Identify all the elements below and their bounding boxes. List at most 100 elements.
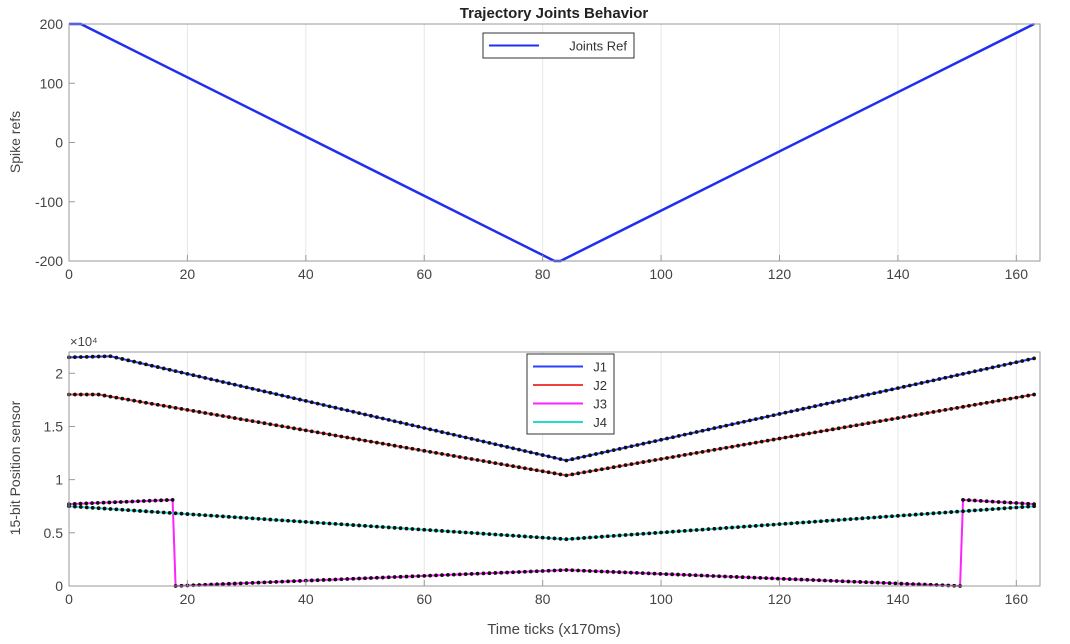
- data-point: [215, 582, 219, 587]
- data-point: [558, 568, 563, 573]
- data-point: [605, 466, 610, 471]
- legend-label: J2: [593, 378, 607, 393]
- data-point: [919, 512, 924, 517]
- data-point: [404, 526, 409, 531]
- data-point: [665, 530, 669, 535]
- data-point: [747, 418, 752, 423]
- top-legend: Joints Ref: [482, 32, 635, 59]
- data-point: [564, 458, 569, 463]
- data-point: [108, 507, 113, 511]
- data-point: [215, 378, 219, 383]
- data-point: [416, 424, 421, 429]
- bottom-axes-box: [68, 351, 1041, 587]
- data-point: [842, 517, 847, 522]
- data-point: [700, 527, 705, 532]
- data-point: [147, 498, 152, 503]
- data-point: [1026, 357, 1031, 362]
- data-point: [90, 392, 95, 397]
- data-point: [817, 578, 821, 583]
- data-point: [522, 534, 527, 539]
- data-point: [978, 499, 983, 503]
- data-point: [327, 432, 332, 437]
- data-point: [629, 462, 634, 467]
- data-point: [805, 577, 810, 582]
- legend-label: J3: [593, 397, 607, 412]
- data-point: [901, 415, 906, 419]
- data-point: [665, 436, 669, 441]
- data-point: [1002, 362, 1007, 367]
- data-point: [641, 441, 646, 446]
- data-point: [386, 575, 391, 580]
- data-point: [582, 536, 587, 540]
- data-point: [309, 400, 314, 405]
- data-point: [469, 531, 474, 535]
- data-point: [197, 410, 202, 414]
- data-point: [232, 515, 237, 520]
- data-point: [730, 422, 735, 427]
- data-point: [599, 534, 604, 539]
- data-point: [321, 521, 326, 526]
- data-point: [96, 506, 101, 511]
- data-point: [286, 518, 290, 523]
- data-point: [830, 427, 835, 432]
- data-point: [671, 435, 675, 440]
- data-point: [866, 392, 871, 397]
- data-point: [298, 579, 302, 583]
- data-point: [840, 579, 845, 584]
- data-point: [830, 400, 835, 405]
- data-point: [1008, 396, 1013, 401]
- data-point: [102, 354, 107, 359]
- data-point: [647, 531, 652, 536]
- top-plot-area: [69, 24, 1040, 261]
- data-point: [605, 534, 610, 539]
- data-point: [758, 576, 763, 580]
- data-point: [173, 405, 178, 410]
- data-point: [801, 406, 806, 411]
- data-point: [961, 497, 965, 502]
- data-point: [120, 507, 125, 512]
- data-point: [517, 534, 521, 538]
- data-point: [611, 465, 616, 470]
- bottom-grid: [186, 352, 1017, 586]
- data-point: [374, 440, 379, 445]
- data-point: [570, 536, 575, 541]
- data-point: [386, 525, 391, 530]
- data-point: [463, 435, 468, 440]
- data-point: [693, 573, 698, 578]
- data-point: [647, 440, 652, 445]
- data-point: [428, 528, 433, 533]
- data-point: [736, 525, 740, 529]
- data-point: [386, 442, 391, 447]
- data-point: [1026, 393, 1031, 398]
- data-point: [734, 575, 739, 579]
- data-point: [155, 510, 160, 515]
- data-point: [641, 460, 646, 464]
- data-point: [1026, 504, 1031, 509]
- data-point: [268, 422, 273, 427]
- data-point: [783, 410, 788, 415]
- data-point: [949, 374, 954, 379]
- data-point: [742, 442, 746, 447]
- data-point: [972, 369, 977, 374]
- data-point: [854, 395, 859, 400]
- data-point: [303, 399, 308, 403]
- data-point: [357, 523, 362, 528]
- data-point: [274, 392, 279, 397]
- data-point: [118, 500, 123, 504]
- data-point: [262, 421, 267, 426]
- data-point: [250, 419, 255, 424]
- data-point: [594, 452, 598, 456]
- data-point: [250, 516, 255, 521]
- data-point: [505, 570, 510, 575]
- data-point: [499, 570, 504, 575]
- data-point: [149, 509, 154, 514]
- x-tick-label: 80: [535, 266, 551, 282]
- data-point: [588, 535, 592, 540]
- data-point: [499, 443, 504, 448]
- data-point: [943, 510, 948, 515]
- x-tick-label: 100: [649, 266, 673, 282]
- series-line-j2: [69, 393, 1035, 477]
- data-point: [623, 533, 628, 537]
- data-point: [256, 580, 261, 585]
